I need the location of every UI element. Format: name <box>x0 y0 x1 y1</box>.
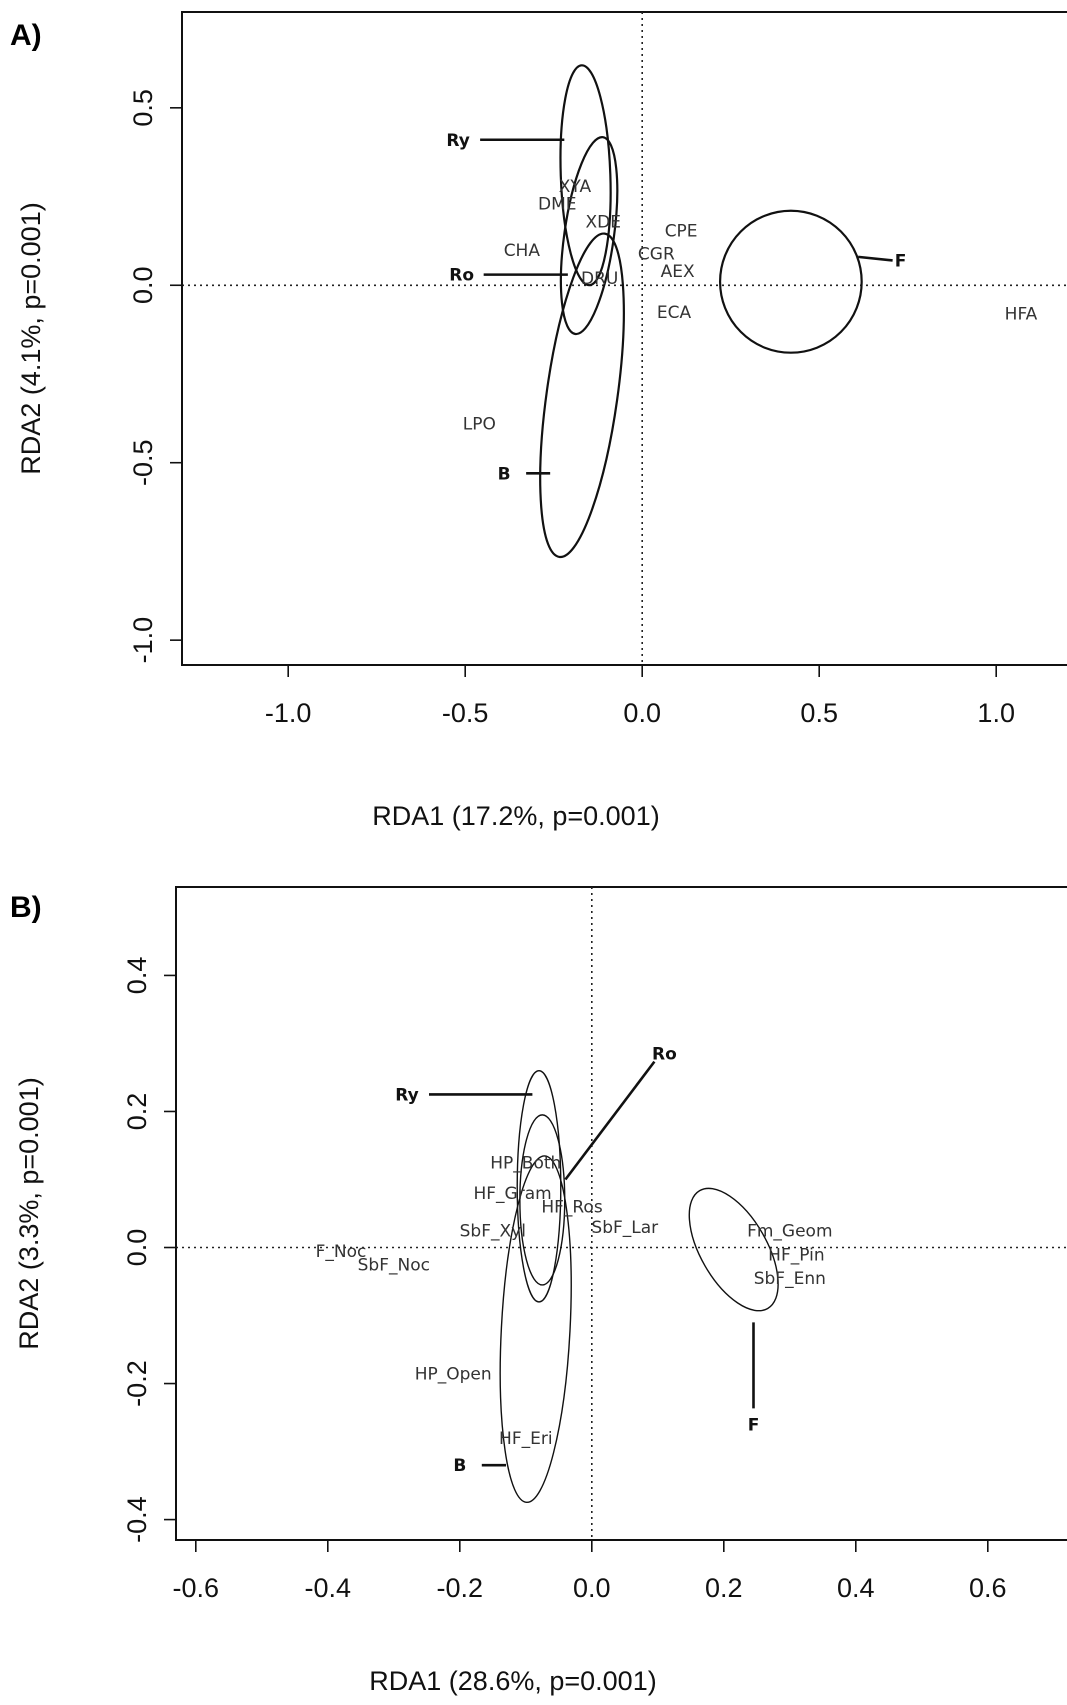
species-label: SbF_Lar <box>591 1218 658 1238</box>
y-tick-label: -1.0 <box>128 617 158 664</box>
x-tick-label: 0.5 <box>800 698 838 728</box>
panel-label: B) <box>10 891 42 924</box>
x-tick-label: -1.0 <box>265 698 312 728</box>
x-tick-label: 0.0 <box>623 698 661 728</box>
x-tick-label: 0.6 <box>969 1573 1007 1603</box>
species-label: LPO <box>463 415 496 435</box>
species-label: F_Noc <box>316 1242 367 1262</box>
group-label-ry: Ry <box>446 131 469 151</box>
x-tick-label: 0.0 <box>573 1573 611 1603</box>
y-axis-title: RDA2 (3.3%, p=0.001) <box>14 1077 44 1349</box>
species-label: CPE <box>665 221 698 241</box>
plot-frame <box>175 886 1067 1541</box>
group-label-ro: Ro <box>652 1045 677 1065</box>
species-label: HF_Pin <box>768 1245 824 1265</box>
species-label: SbF_Enn <box>754 1269 826 1289</box>
panel-label: A) <box>10 19 42 52</box>
species-label: DRU <box>581 269 618 289</box>
group-ellipse-ry <box>516 1069 562 1303</box>
x-tick-label: -0.5 <box>442 698 489 728</box>
species-label: Fm_Geom <box>747 1222 832 1242</box>
species-label: HP_Both <box>490 1153 561 1173</box>
x-tick-label: 1.0 <box>977 698 1015 728</box>
group-label-ry: Ry <box>395 1085 418 1105</box>
plot-frame <box>181 11 1067 666</box>
species-label: DME <box>538 195 577 215</box>
species-label: HF_Gram <box>473 1184 551 1204</box>
group-label-ro: Ro <box>449 266 474 286</box>
group-ellipse-b <box>539 232 625 559</box>
x-tick-label: 0.2 <box>705 1573 743 1603</box>
y-tick-label: -0.5 <box>128 439 158 486</box>
species-label: CGR <box>638 244 675 264</box>
group-label-b: B <box>498 464 511 484</box>
species-label: HP_Open <box>415 1364 492 1384</box>
y-tick-label: 0.5 <box>128 89 158 127</box>
species-label: HF_Eri <box>499 1429 553 1449</box>
species-label: SbF_Xyl <box>460 1222 526 1242</box>
group-label-f: F <box>748 1415 760 1435</box>
panel-a: A) -1.0 -0.5 0.0 0.5 1.0 -1.0 -0.5 0.0 0.5 RDA1 (1… <box>10 11 1067 831</box>
species-label: SbF_Noc <box>358 1256 430 1276</box>
species-label: AEX <box>661 262 695 282</box>
species-label: XDE <box>586 212 621 232</box>
x-axis-title: RDA1 (17.2%, p=0.001) <box>372 801 659 831</box>
group-ellipse-f <box>718 209 863 354</box>
y-tick-label: 0.2 <box>122 1093 152 1131</box>
y-tick-label: 0.0 <box>128 266 158 304</box>
group-label-f: F <box>895 251 907 271</box>
y-axis-title: RDA2 (4.1%, p=0.001) <box>16 202 46 474</box>
y-tick-label: -0.2 <box>122 1360 152 1407</box>
x-tick-label: -0.2 <box>437 1573 484 1603</box>
species-label: HFA <box>1005 305 1038 325</box>
x-tick-label: -0.4 <box>305 1573 352 1603</box>
species-label: HF_Ros <box>541 1198 603 1218</box>
y-tick-label: 0.4 <box>122 957 152 995</box>
panel-b: B) -0.6 -0.4 -0.2 0.0 0.2 0.4 0.6 -0.4 -0.2 0.0 0.2… <box>10 886 1067 1696</box>
x-tick-label: 0.4 <box>837 1573 875 1603</box>
y-tick-label: -0.4 <box>122 1496 152 1543</box>
species-label: XYA <box>559 177 592 197</box>
x-tick-label: -0.6 <box>173 1573 220 1603</box>
group-connector-f <box>858 255 893 262</box>
group-ellipse-b <box>499 1155 572 1504</box>
group-ellipse-f <box>688 1187 779 1312</box>
group-ellipse-ry <box>559 64 612 287</box>
species-label: CHA <box>504 241 541 261</box>
x-axis-title: RDA1 (28.6%, p=0.001) <box>369 1666 656 1696</box>
y-tick-label: 0.0 <box>122 1229 152 1267</box>
species-label: ECA <box>657 303 692 323</box>
group-connector-ro <box>564 1060 656 1181</box>
group-ellipse-ro <box>559 136 619 336</box>
group-label-b: B <box>453 1456 466 1476</box>
